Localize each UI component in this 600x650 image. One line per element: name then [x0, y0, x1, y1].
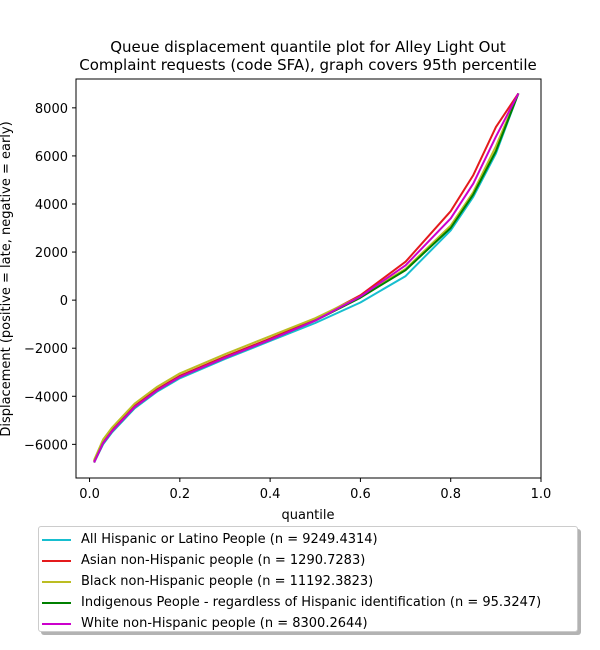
legend-label: Asian non-Hispanic people (n = 1290.7283…: [81, 553, 366, 568]
y-tick-label: −4000: [24, 390, 68, 405]
plot-lines: [93, 92, 520, 463]
chart-legend: All Hispanic or Latino People (n = 9249.…: [38, 526, 578, 632]
y-tick-label: 6000: [35, 150, 68, 165]
legend-item: All Hispanic or Latino People (n = 9249.…: [39, 529, 577, 550]
chart-title-line1: Queue displacement quantile plot for All…: [110, 38, 506, 56]
y-tick-label: 8000: [35, 102, 68, 117]
x-axis-ticks: 0.0 0.2 0.4 0.6 0.8 1.0: [79, 478, 551, 502]
series-line-1: [93, 92, 520, 462]
y-tick-label: −6000: [24, 438, 68, 453]
y-axis-ticks: −6000 −4000 −2000 0 2000 4000 6000 8000: [24, 102, 76, 453]
x-tick-label: 0.0: [79, 487, 100, 502]
y-axis-label: Displacement (positive = late, negative …: [0, 121, 14, 436]
series-line-0: [93, 93, 520, 463]
legend-swatch: [42, 538, 71, 541]
legend-item: Asian non-Hispanic people (n = 1290.7283…: [39, 550, 577, 571]
legend-label: All Hispanic or Latino People (n = 9249.…: [81, 532, 378, 547]
legend-label: Indigenous People - regardless of Hispan…: [81, 595, 542, 610]
x-tick-label: 0.8: [440, 487, 461, 502]
x-tick-label: 1.0: [531, 487, 552, 502]
legend-swatch: [42, 622, 71, 625]
series-line-3: [93, 93, 520, 463]
legend-swatch: [42, 580, 71, 583]
series-line-4: [93, 92, 520, 463]
legend-swatch: [42, 601, 71, 604]
plot-area-frame: [75, 78, 542, 479]
y-tick-label: 0: [60, 294, 68, 309]
x-tick-label: 0.6: [350, 487, 371, 502]
legend-item: Black non-Hispanic people (n = 11192.382…: [39, 571, 577, 592]
x-tick-label: 0.2: [169, 487, 190, 502]
legend-swatch: [42, 559, 71, 562]
y-tick-label: 4000: [35, 198, 68, 213]
legend-item: White non-Hispanic people (n = 8300.2644…: [39, 613, 577, 634]
y-tick-label: 2000: [35, 246, 68, 261]
legend-label: White non-Hispanic people (n = 8300.2644…: [81, 616, 368, 631]
y-tick-label: −2000: [24, 342, 68, 357]
chart-title-line2: Complaint requests (code SFA), graph cov…: [79, 56, 537, 74]
series-line-2: [93, 93, 520, 461]
x-axis-label: quantile: [281, 508, 334, 523]
legend-item: Indigenous People - regardless of Hispan…: [39, 592, 577, 613]
legend-label: Black non-Hispanic people (n = 11192.382…: [81, 574, 374, 589]
x-tick-label: 0.4: [260, 487, 281, 502]
